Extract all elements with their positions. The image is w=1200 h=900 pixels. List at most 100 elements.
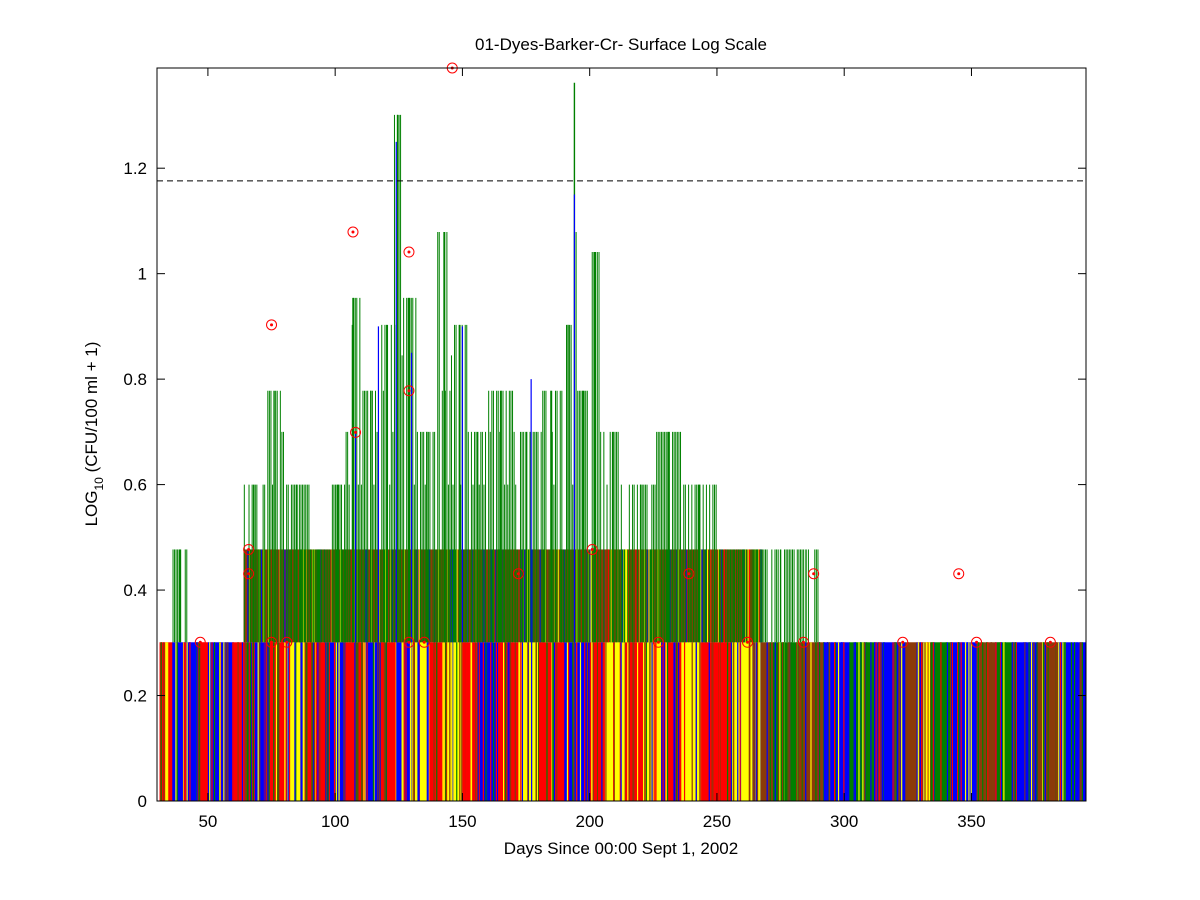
marker-dot — [407, 640, 411, 644]
brown-band-stripe — [385, 549, 387, 643]
y-axis-label-main: LOG — [82, 491, 101, 527]
base-bar-stripe — [567, 642, 570, 801]
base-bar-stripe — [203, 642, 205, 801]
base-bar-stripe — [1059, 642, 1062, 801]
brown-band-stripe — [645, 549, 647, 643]
base-bar-stripe — [879, 642, 881, 801]
y-tick-label: 0 — [138, 792, 147, 811]
brown-band-stripe — [706, 549, 708, 643]
base-bar-stripe — [921, 642, 923, 801]
brown-band-stripe — [391, 549, 393, 643]
base-bar-stripe — [338, 642, 340, 801]
marker-dot — [590, 547, 594, 551]
base-bar-stripe — [636, 642, 639, 801]
base-bar-stripe — [591, 642, 593, 801]
brown-band-stripe — [383, 549, 385, 643]
marker-dot — [957, 572, 961, 576]
base-bar-stripe — [964, 642, 967, 801]
marker-dot — [407, 250, 411, 254]
base-bar-segment — [604, 642, 626, 801]
marker-ring — [683, 568, 695, 580]
base-bar-stripe — [726, 642, 728, 801]
marker-ring — [586, 543, 598, 555]
base-bar-stripe — [288, 642, 291, 801]
base-bar-stripe — [282, 642, 284, 801]
base-bar-stripe — [632, 642, 634, 801]
chart-title: 01-Dyes-Barker-Cr- Surface Log Scale — [475, 35, 767, 54]
base-bar-stripe — [718, 642, 721, 801]
x-tick-label: 250 — [703, 812, 731, 831]
brown-band-stripe — [584, 549, 586, 643]
base-bar-stripe — [295, 642, 297, 801]
base-bar-stripe — [163, 642, 165, 801]
base-bar-stripe — [726, 642, 729, 801]
base-bar-stripe — [266, 642, 268, 801]
base-bar-stripe — [875, 642, 877, 801]
base-bar-stripe — [257, 642, 259, 801]
base-bar-stripe — [452, 642, 454, 801]
brown-band-stripe — [648, 549, 650, 643]
base-bar-stripe — [686, 642, 688, 801]
base-bar-stripe — [831, 642, 833, 801]
base-bar-stripe — [418, 642, 420, 801]
base-bar-stripe — [586, 642, 589, 801]
base-bar-stripe — [853, 642, 855, 801]
base-bar-stripe — [966, 642, 969, 801]
base-bar-stripe — [960, 642, 962, 801]
base-bar-stripe — [328, 642, 330, 801]
brown-band-stripe — [268, 549, 270, 643]
brown-band-stripe — [349, 549, 351, 643]
base-bar-stripe — [379, 642, 381, 801]
base-bar-stripe — [443, 642, 445, 801]
base-bar-stripe — [1081, 642, 1084, 801]
brown-band-stripe — [418, 549, 420, 643]
base-bar-stripe — [184, 642, 187, 801]
base-bar-stripe — [829, 642, 831, 801]
base-bar-stripe — [874, 642, 876, 801]
base-bar-stripe — [1055, 642, 1057, 801]
base-bar-stripe — [160, 642, 162, 801]
base-bar-stripe — [907, 642, 910, 801]
y-axis: 0 0.2 0.4 0.6 0.8 1 1.2 — [123, 159, 1086, 811]
base-bar-stripe — [201, 642, 203, 801]
base-bar-stripe — [451, 642, 453, 801]
base-bar-stripe — [553, 642, 555, 801]
brown-band-stripe — [522, 549, 524, 643]
base-bar-stripe — [335, 642, 337, 801]
brown-band-stripe — [557, 549, 559, 643]
sample-marker — [403, 385, 415, 397]
base-bar-stripe — [700, 642, 702, 801]
base-bar-segment — [752, 642, 774, 801]
base-bar-stripe — [199, 642, 201, 801]
base-bar-stripe — [1024, 642, 1026, 801]
base-bar-stripe — [737, 642, 739, 801]
base-bar-stripe — [267, 642, 269, 801]
base-bar-stripe — [505, 642, 507, 801]
base-bar-stripe — [209, 642, 211, 801]
brown-band-stripe — [596, 549, 598, 643]
base-bar-stripe — [958, 642, 960, 801]
marker-ring — [953, 568, 965, 580]
brown-band-stripe — [605, 549, 607, 643]
base-bar-stripe — [999, 642, 1002, 801]
y-tick-label: 0.6 — [123, 476, 147, 495]
base-bar-stripe — [186, 642, 188, 801]
base-bar-stripe — [651, 642, 653, 801]
base-bar-stripe — [655, 642, 657, 801]
brown-band-stripe — [623, 549, 625, 643]
base-bar-stripe — [916, 642, 918, 801]
brown-band-stripe — [751, 549, 753, 643]
base-bar-stripe — [862, 642, 864, 801]
base-bar-stripe — [779, 642, 781, 801]
base-bar-segment — [429, 642, 448, 801]
base-bar-stripe — [769, 642, 771, 801]
base-bar-stripe — [403, 642, 405, 801]
base-bar-stripe — [277, 642, 279, 801]
brown-band-stripe — [701, 549, 703, 643]
marker-ring — [897, 636, 909, 648]
base-bar-stripe — [514, 642, 516, 801]
base-bar-segment — [447, 642, 464, 801]
base-bar-stripe — [754, 642, 756, 801]
base-bar-stripe — [459, 642, 461, 801]
